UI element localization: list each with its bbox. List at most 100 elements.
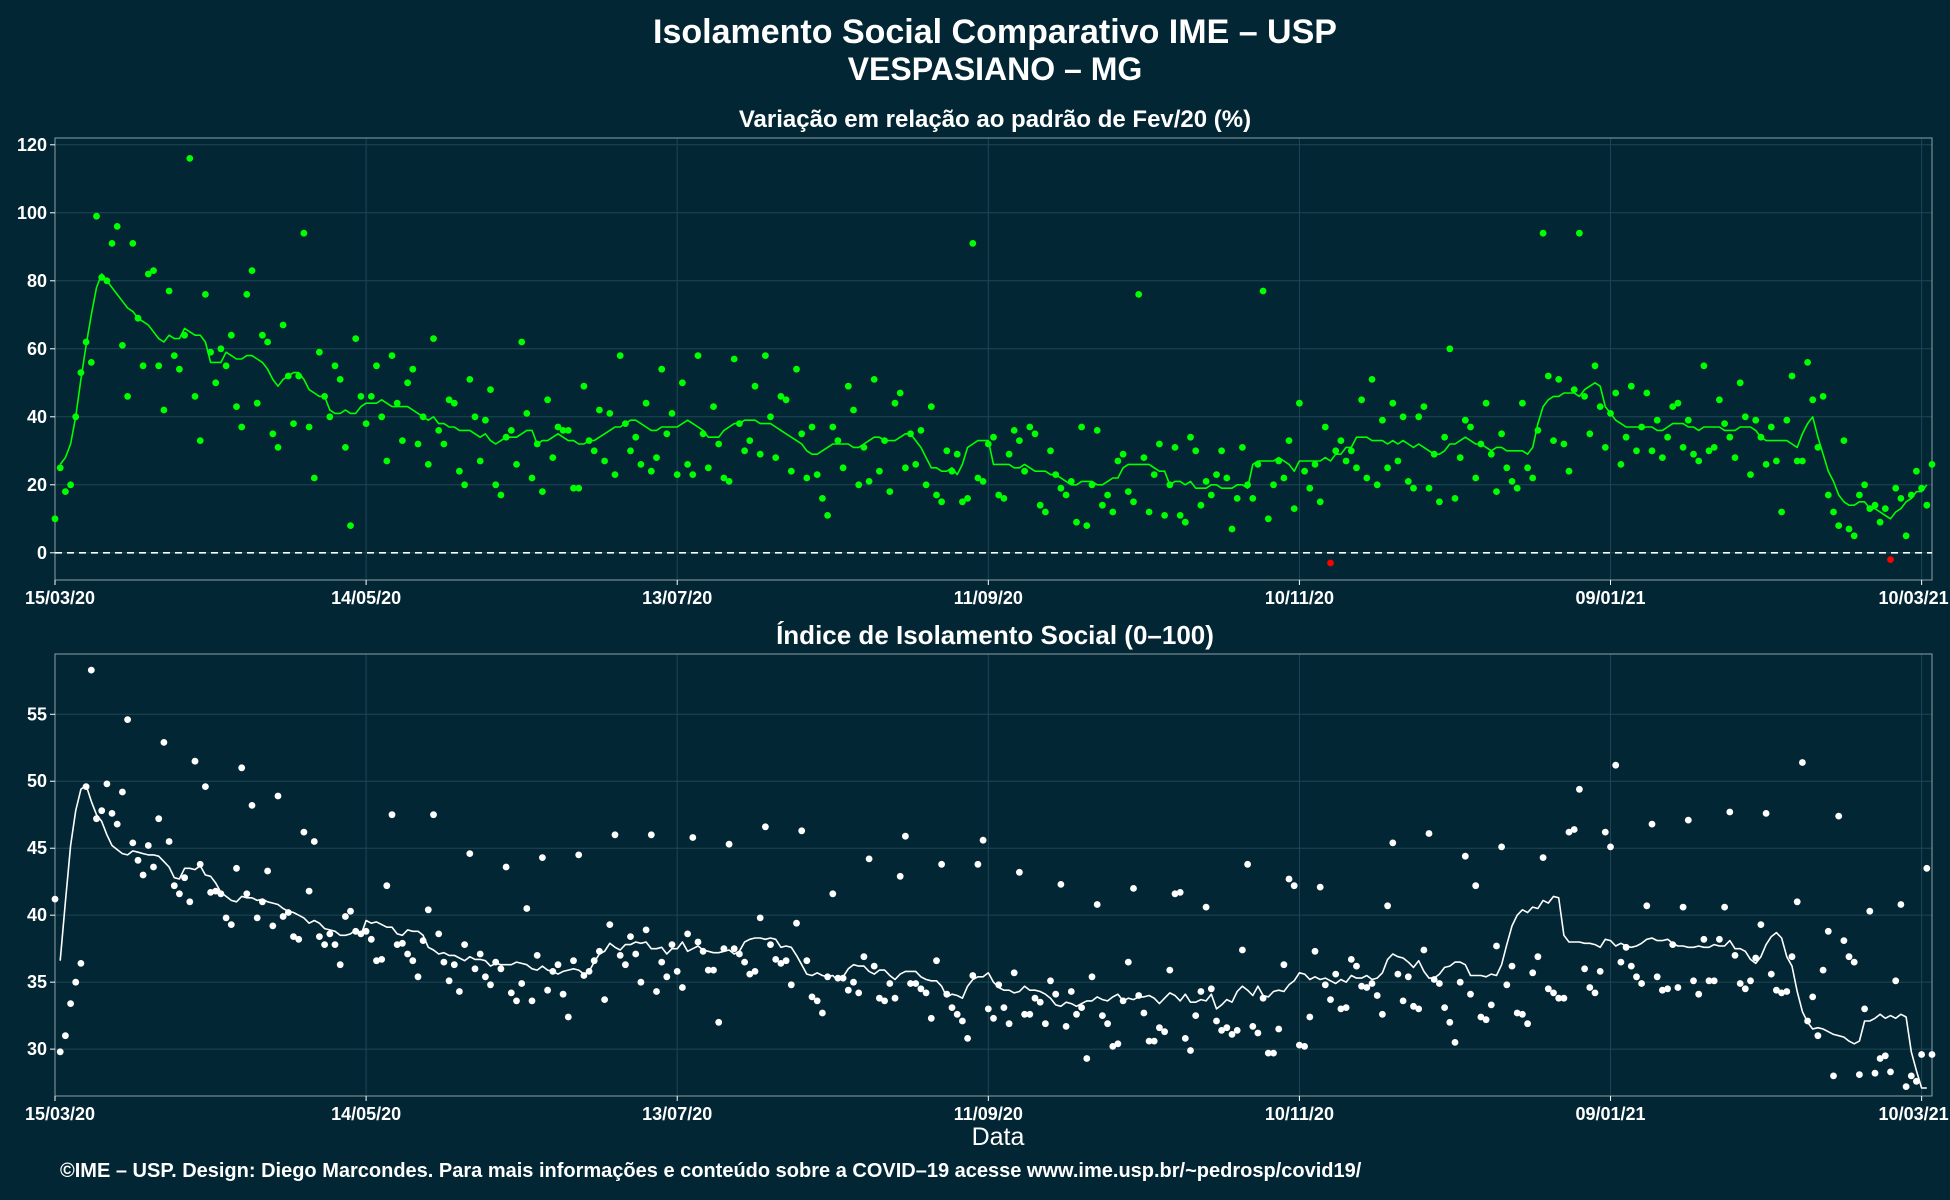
- data-point: [637, 461, 645, 468]
- data-point: [321, 941, 328, 948]
- data-point: [518, 338, 526, 346]
- chart-subtitle: VESPASIANO – MG: [848, 51, 1143, 87]
- data-point: [1311, 947, 1319, 955]
- data-point: [217, 890, 225, 898]
- y-tick-label: 45: [27, 838, 47, 858]
- data-point: [979, 836, 987, 844]
- data-point: [362, 420, 370, 427]
- data-point: [1524, 1020, 1531, 1028]
- data-point: [352, 927, 360, 935]
- data-point: [1353, 464, 1360, 472]
- data-point: [1762, 461, 1770, 468]
- data-point: [357, 393, 365, 400]
- data-point: [933, 957, 940, 965]
- data-point: [1705, 447, 1713, 455]
- data-point: [658, 958, 666, 966]
- data-point: [1767, 423, 1775, 431]
- data-point: [62, 488, 69, 495]
- data-point: [627, 447, 634, 455]
- data-point: [1083, 1055, 1091, 1062]
- data-point: [725, 478, 733, 485]
- data-point: [1544, 985, 1552, 993]
- data-point: [378, 956, 386, 963]
- data-point: [430, 811, 437, 819]
- data-point: [953, 450, 961, 458]
- data-point: [596, 406, 603, 414]
- data-point: [1814, 1032, 1822, 1040]
- data-point: [570, 484, 577, 492]
- variation-panel: 0 20 40 60 80 100 120 15/03/20 14/05/20 13/07/20 1…: [17, 135, 1949, 608]
- data-point: [1513, 484, 1521, 492]
- data-point: [1057, 484, 1065, 492]
- data-point: [259, 331, 266, 339]
- data-point: [1249, 1023, 1257, 1030]
- data-point: [632, 433, 640, 441]
- data-point: [647, 467, 655, 475]
- data-point: [1477, 1013, 1485, 1021]
- data-point: [777, 960, 785, 967]
- data-point: [1021, 1010, 1028, 1018]
- data-point: [1347, 447, 1355, 455]
- data-point: [1695, 990, 1703, 998]
- y-tick-label: 80: [27, 271, 47, 291]
- data-point: [144, 842, 152, 849]
- data-point: [1638, 980, 1645, 987]
- data-point: [865, 478, 873, 485]
- data-point: [310, 838, 318, 845]
- data-point: [482, 416, 489, 424]
- data-point: [559, 427, 567, 434]
- data-point: [67, 1000, 74, 1007]
- data-point: [1104, 491, 1111, 499]
- data-point: [1420, 946, 1428, 954]
- data-point: [782, 957, 790, 965]
- data-point: [1529, 474, 1537, 482]
- data-point: [1498, 843, 1505, 851]
- data-point: [891, 399, 899, 407]
- data-point: [1171, 890, 1179, 898]
- data-point: [191, 393, 199, 400]
- data-point: [891, 994, 899, 1002]
- data-point: [445, 396, 453, 404]
- data-point: [642, 926, 650, 934]
- data-point: [1897, 495, 1905, 502]
- data-point: [964, 495, 971, 502]
- y-tick-label: 40: [27, 407, 47, 427]
- data-point: [1047, 447, 1054, 455]
- data-point: [1441, 1004, 1448, 1011]
- data-point: [1721, 420, 1728, 427]
- data-point: [300, 828, 308, 836]
- data-point: [243, 291, 251, 298]
- data-point: [1664, 985, 1671, 993]
- data-point: [751, 968, 759, 975]
- data-point: [1109, 1043, 1117, 1050]
- data-point: [1519, 1010, 1526, 1018]
- data-point: [1156, 1024, 1163, 1032]
- data-point: [756, 914, 764, 922]
- data-point: [253, 914, 261, 922]
- data-point: [1026, 1010, 1034, 1018]
- data-point: [1793, 457, 1801, 465]
- data-point: [72, 978, 80, 986]
- data-point: [1560, 994, 1568, 1002]
- data-point: [1576, 785, 1583, 793]
- y-tick-label: 50: [27, 771, 47, 791]
- data-point: [1856, 491, 1863, 499]
- data-point: [409, 957, 417, 965]
- data-point: [1544, 372, 1552, 380]
- data-point: [513, 997, 520, 1005]
- data-point: [1653, 973, 1661, 981]
- data-point: [264, 338, 271, 346]
- data-point: [1223, 1024, 1231, 1032]
- data-point: [580, 382, 588, 390]
- data-point: [264, 867, 271, 875]
- data-point: [575, 484, 583, 492]
- data-point: [855, 989, 863, 997]
- data-point: [290, 933, 297, 940]
- data-point: [1145, 508, 1153, 516]
- data-point: [1555, 994, 1563, 1002]
- data-point: [1601, 828, 1609, 836]
- data-point: [518, 980, 526, 987]
- data-point: [1207, 985, 1215, 993]
- data-point: [1726, 433, 1734, 441]
